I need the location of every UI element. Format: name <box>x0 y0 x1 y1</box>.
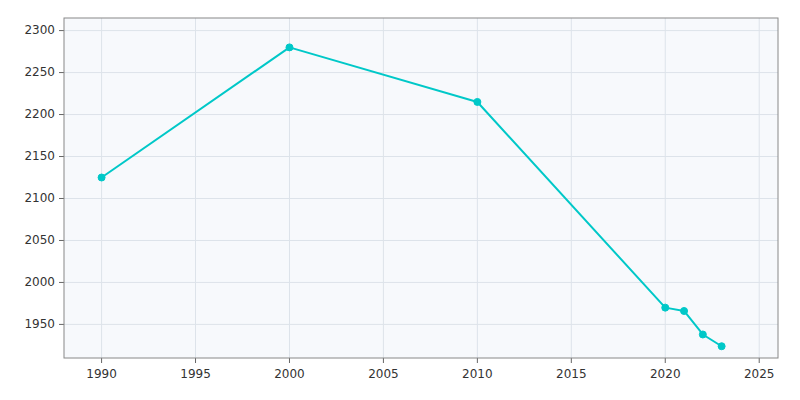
x-tick-label: 2025 <box>744 367 775 381</box>
y-tick-label: 2250 <box>24 65 55 79</box>
y-grid-line <box>64 282 778 283</box>
x-grid-line <box>383 18 384 358</box>
x-tick-label: 1995 <box>180 367 211 381</box>
y-tick-label: 2050 <box>24 233 55 247</box>
point <box>98 174 105 181</box>
y-tick-label: 2000 <box>24 275 55 289</box>
x-tick <box>477 358 478 363</box>
point <box>681 307 688 314</box>
x-tick <box>195 358 196 363</box>
y-tick-label: 2300 <box>24 23 55 37</box>
x-grid-line <box>759 18 760 358</box>
y-tick <box>59 30 64 31</box>
x-tick-label: 2015 <box>556 367 587 381</box>
y-tick <box>59 114 64 115</box>
point <box>699 331 706 338</box>
y-grid-line <box>64 324 778 325</box>
y-tick-label: 1950 <box>24 317 55 331</box>
x-tick-label: 2010 <box>462 367 493 381</box>
point <box>718 343 725 350</box>
grid <box>64 18 778 358</box>
point <box>662 304 669 311</box>
y-grid-line <box>64 156 778 157</box>
x-tick-label: 2000 <box>274 367 305 381</box>
series <box>98 44 725 350</box>
y-grid-line <box>64 114 778 115</box>
x-tick-label: 1990 <box>86 367 117 381</box>
y-grid-line <box>64 198 778 199</box>
y-tick <box>59 156 64 157</box>
x-tick <box>759 358 760 363</box>
chart-container: 1950 2000 2050 2100 2150 2200 2250 2300 1990 1995… <box>0 0 800 400</box>
x-tick-label: 2005 <box>368 367 399 381</box>
x-grid-line <box>477 18 478 358</box>
y-tick <box>59 72 64 73</box>
y-tick-label: 2200 <box>24 107 55 121</box>
point <box>286 44 293 51</box>
x-grid-line <box>195 18 196 358</box>
x-tick-label: 2020 <box>650 367 681 381</box>
y-grid-line <box>64 240 778 241</box>
y-tick <box>59 198 64 199</box>
y-tick-label: 2100 <box>24 191 55 205</box>
y-grid-line <box>64 30 778 31</box>
x-grid-line <box>289 18 290 358</box>
plot-frame <box>64 18 778 358</box>
x-grid-line <box>571 18 572 358</box>
chart-svg: 1950 2000 2050 2100 2150 2200 2250 2300 1990 1995… <box>0 0 800 400</box>
axes: 1950 2000 2050 2100 2150 2200 2250 2300 1990 1995… <box>24 23 774 381</box>
plot-background <box>64 18 778 358</box>
point <box>474 98 481 105</box>
y-tick-label: 2150 <box>24 149 55 163</box>
y-tick <box>59 282 64 283</box>
x-grid-line <box>101 18 102 358</box>
y-tick <box>59 324 64 325</box>
x-tick <box>665 358 666 363</box>
y-grid-line <box>64 72 778 73</box>
x-tick <box>383 358 384 363</box>
line <box>102 47 722 346</box>
x-tick <box>571 358 572 363</box>
x-tick <box>289 358 290 363</box>
y-tick <box>59 240 64 241</box>
x-tick <box>101 358 102 363</box>
